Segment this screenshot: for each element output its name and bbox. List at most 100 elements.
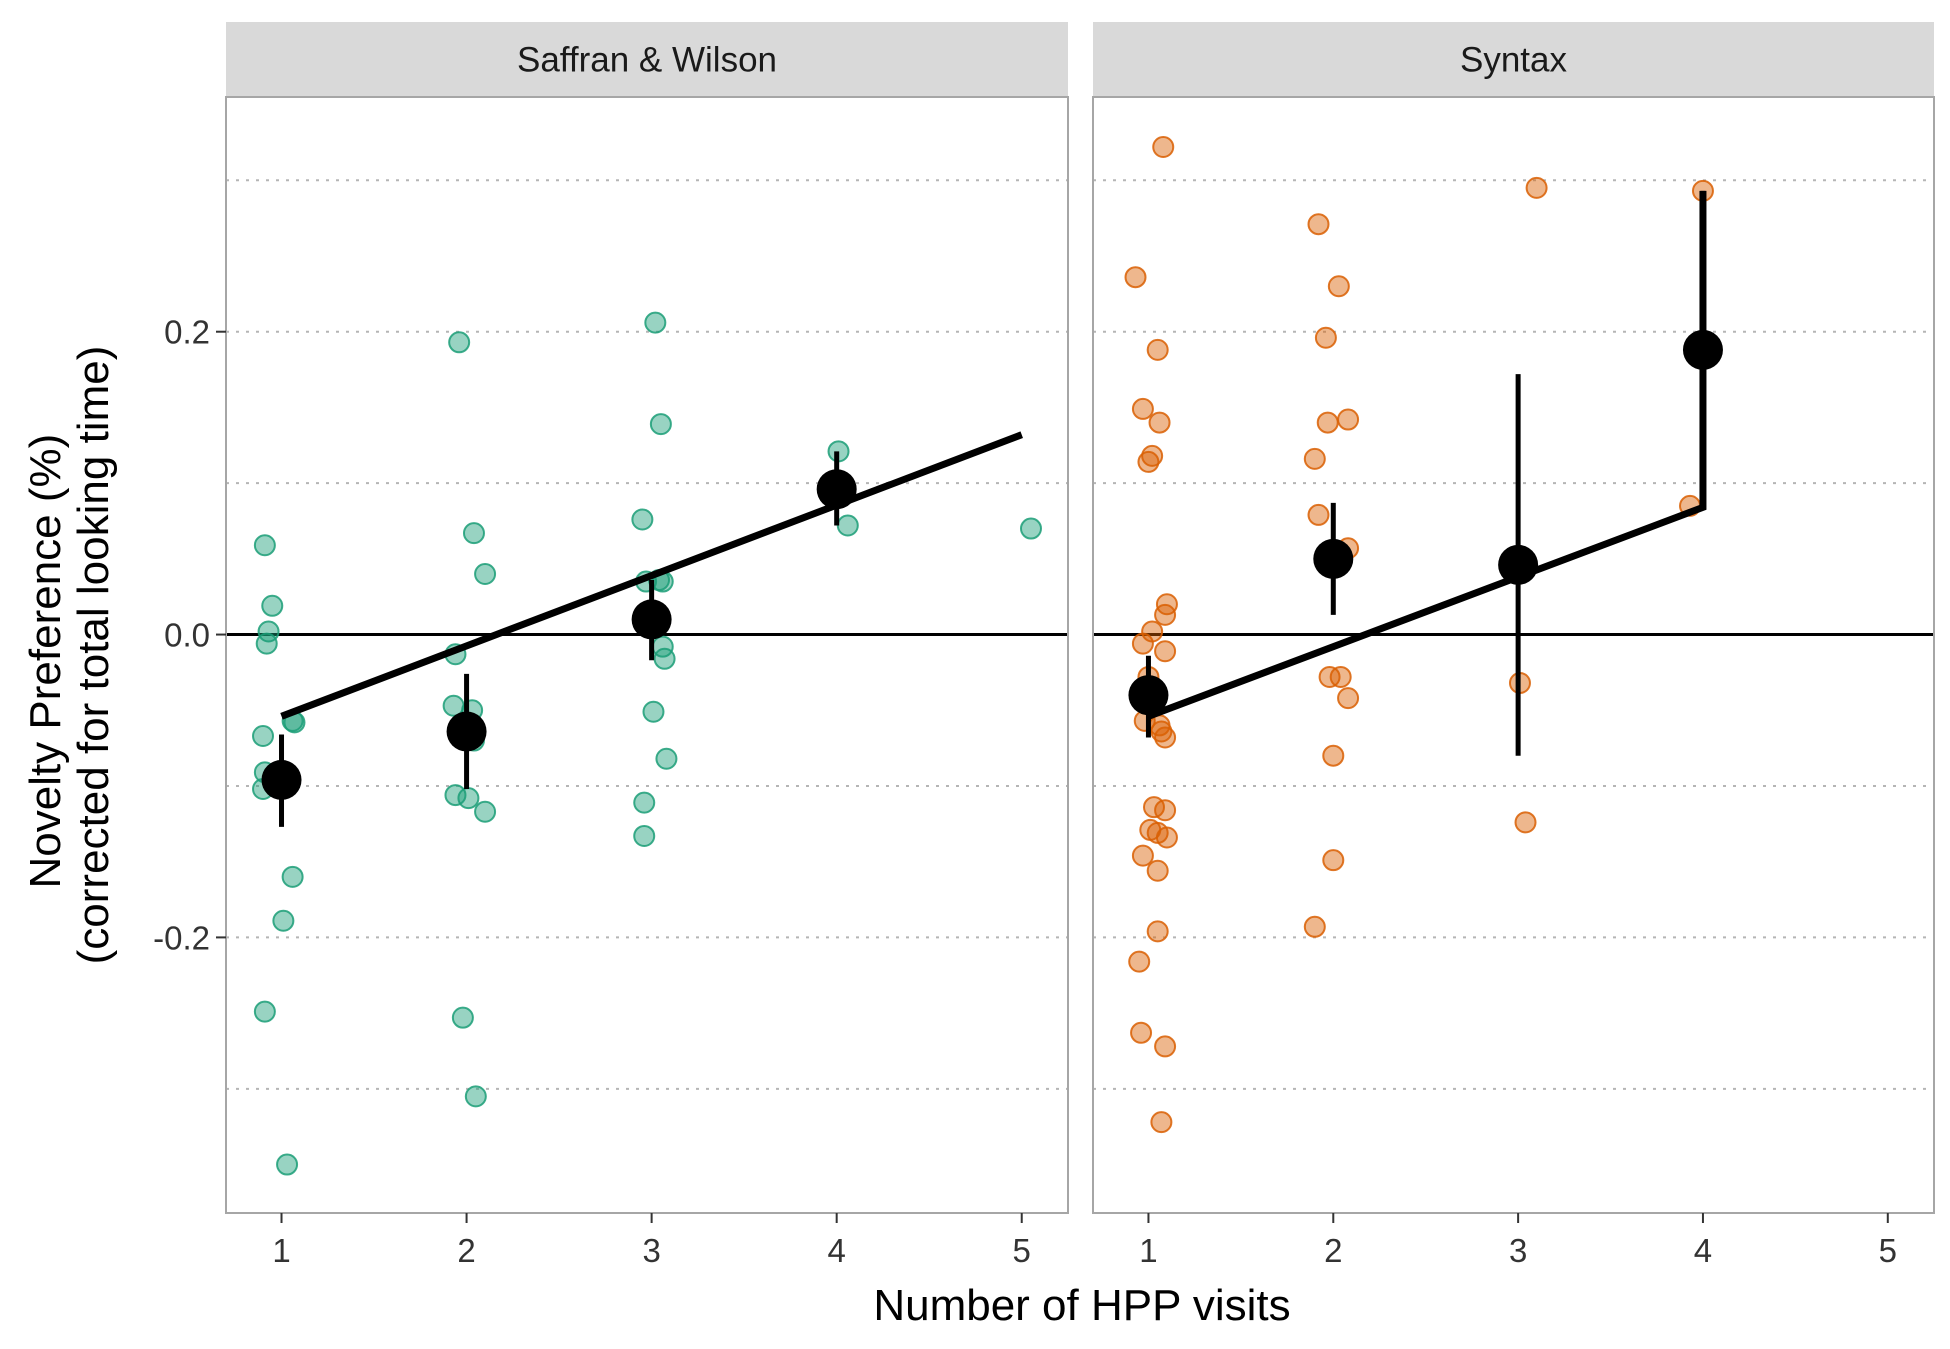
data-point xyxy=(462,522,485,545)
data-point xyxy=(1146,920,1169,943)
data-point xyxy=(1146,859,1169,882)
data-point xyxy=(1337,408,1360,431)
data-point xyxy=(1303,447,1326,470)
strip-background xyxy=(1093,22,1934,97)
data-point xyxy=(1314,326,1337,349)
data-point xyxy=(255,632,278,655)
data-point xyxy=(252,725,275,748)
panel-2: Syntax 1 2 3 4 5 xyxy=(1092,22,1935,1269)
x-tick-label: 5 xyxy=(1879,1232,1897,1269)
y-axis-title-line-1: Novelty Preference (%) xyxy=(21,434,70,889)
data-point xyxy=(261,594,284,617)
data-point xyxy=(1154,640,1177,663)
x-tick-label: 2 xyxy=(457,1232,475,1269)
data-point xyxy=(1019,517,1042,540)
data-point xyxy=(1514,811,1537,834)
x-tick-label: 5 xyxy=(1013,1232,1031,1269)
data-point xyxy=(1307,213,1330,236)
data-point xyxy=(1137,450,1160,473)
mean-point xyxy=(1498,544,1539,585)
data-point xyxy=(1154,1035,1177,1058)
data-point xyxy=(836,514,859,537)
data-point xyxy=(1322,849,1345,872)
data-point xyxy=(1329,665,1352,688)
data-point xyxy=(1150,720,1173,743)
mean-point xyxy=(446,711,487,752)
mean-point xyxy=(1682,329,1723,370)
data-point xyxy=(653,647,676,670)
facet-panels: Saffran & Wilson 1 2 3 4 5 -0.2 0.0 0.2 Syntax 1 2 3… xyxy=(153,22,1935,1269)
data-point xyxy=(1154,603,1177,626)
data-point xyxy=(1316,411,1339,434)
y-tick-label: 0.2 xyxy=(164,314,210,351)
data-point xyxy=(474,562,497,585)
data-point xyxy=(1124,266,1147,289)
data-point xyxy=(633,791,656,814)
data-point xyxy=(1130,1021,1153,1044)
strip-label: Saffran & Wilson xyxy=(517,41,777,80)
plot-background xyxy=(226,97,1068,1213)
data-point xyxy=(1154,799,1177,822)
data-point xyxy=(281,865,304,888)
panel-border xyxy=(1092,96,1935,1214)
data-point xyxy=(448,331,471,354)
data-point xyxy=(1327,275,1350,298)
x-axis-title: Number of HPP visits xyxy=(873,1281,1290,1330)
data-point xyxy=(642,700,665,723)
data-point xyxy=(1148,411,1171,434)
data-point xyxy=(1525,176,1548,199)
data-point xyxy=(457,787,480,810)
data-point xyxy=(633,824,656,847)
x-tick-label: 1 xyxy=(272,1232,290,1269)
data-point xyxy=(464,1085,487,1108)
data-point xyxy=(1155,826,1178,849)
panel-border xyxy=(225,96,1069,1214)
data-point xyxy=(1318,665,1341,688)
data-point xyxy=(272,909,295,932)
strip-label: Syntax xyxy=(1460,41,1567,80)
data-point xyxy=(1128,950,1151,973)
data-point xyxy=(276,1153,299,1176)
mean-point xyxy=(1313,538,1354,579)
data-point xyxy=(1303,915,1326,938)
data-point xyxy=(253,1000,276,1023)
x-tick-label: 2 xyxy=(1324,1232,1342,1269)
data-point xyxy=(474,800,497,823)
data-point xyxy=(253,534,276,557)
data-point xyxy=(644,311,667,334)
mean-point xyxy=(1128,675,1169,716)
fit-line xyxy=(280,431,1023,720)
data-point xyxy=(444,784,467,807)
x-tick-label: 3 xyxy=(1509,1232,1527,1269)
data-point xyxy=(655,747,678,770)
data-point xyxy=(631,508,654,531)
mean-point xyxy=(631,599,672,640)
data-point xyxy=(1131,632,1154,655)
data-point xyxy=(1150,1111,1173,1134)
data-point xyxy=(1154,726,1177,749)
y-tick-label: -0.2 xyxy=(153,919,210,956)
data-point xyxy=(1152,135,1175,158)
x-tick-label: 3 xyxy=(642,1232,660,1269)
x-tick-label: 1 xyxy=(1139,1232,1157,1269)
data-point xyxy=(1146,338,1169,361)
panel-1: Saffran & Wilson 1 2 3 4 5 -0.2 0.0 0.2 xyxy=(153,22,1069,1269)
data-point xyxy=(451,1006,474,1029)
data-point xyxy=(1337,687,1360,710)
y-tick-label: 0.0 xyxy=(164,617,210,654)
x-tick-label: 4 xyxy=(828,1232,846,1269)
y-axis-title: Novelty Preference (%) (corrected for to… xyxy=(21,346,118,965)
data-point xyxy=(1322,744,1345,767)
data-point xyxy=(1141,444,1164,467)
y-axis-title-line-2: (corrected for total looking time) xyxy=(69,346,118,965)
mean-point xyxy=(261,759,302,800)
data-point xyxy=(1131,397,1154,420)
data-point xyxy=(649,413,672,436)
plot-background xyxy=(1093,97,1934,1213)
x-tick-label: 4 xyxy=(1694,1232,1712,1269)
strip-background xyxy=(226,22,1068,97)
data-point xyxy=(1307,503,1330,526)
mean-point xyxy=(816,469,857,510)
data-point xyxy=(1131,844,1154,867)
